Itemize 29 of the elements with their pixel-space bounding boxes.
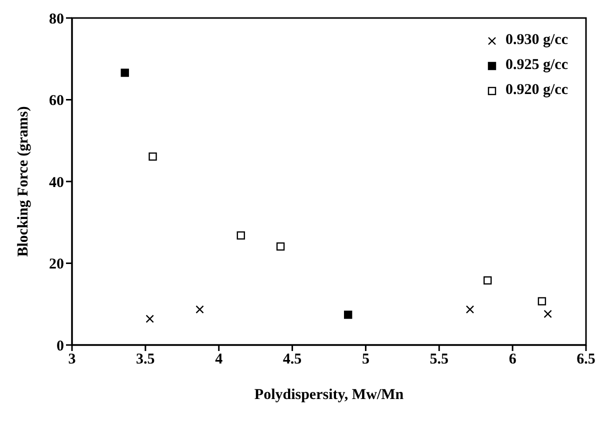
- point: [344, 310, 352, 319]
- point: [236, 231, 245, 240]
- y-tick-label: 40: [49, 174, 64, 191]
- point: [276, 242, 285, 251]
- x-tick-label: 6: [508, 352, 517, 368]
- x-axis-title: Polydispersity, Mw/Mn: [254, 387, 404, 403]
- point: [146, 314, 154, 323]
- point: [544, 310, 552, 318]
- x-tick-label: 4.5: [282, 352, 302, 368]
- legend-label: 0.920 g/cc: [506, 82, 568, 99]
- legend-label: 0.930 g/cc: [506, 32, 568, 49]
- legend-label: 0.925 g/cc: [506, 57, 568, 74]
- y-axis-title: Blocking Force (grams): [15, 106, 32, 257]
- x-tick-label: 6.5: [576, 352, 596, 368]
- point: [466, 305, 474, 314]
- y-tick-label: 20: [49, 256, 64, 273]
- x-tick-label: 5: [362, 352, 370, 368]
- x-tick-label: 3: [68, 352, 76, 368]
- x-tick-label: 3.5: [136, 352, 155, 368]
- point: [120, 68, 129, 77]
- point: [196, 305, 204, 314]
- point: [484, 276, 492, 285]
- point: [148, 152, 157, 161]
- x-tick-label: 5.5: [430, 352, 449, 368]
- point: [538, 297, 546, 306]
- y-tick-label: 80: [49, 11, 64, 28]
- y-tick-label: 60: [49, 93, 64, 110]
- x-tick-label: 4: [215, 352, 224, 368]
- y-tick-label: 0: [56, 338, 64, 354]
